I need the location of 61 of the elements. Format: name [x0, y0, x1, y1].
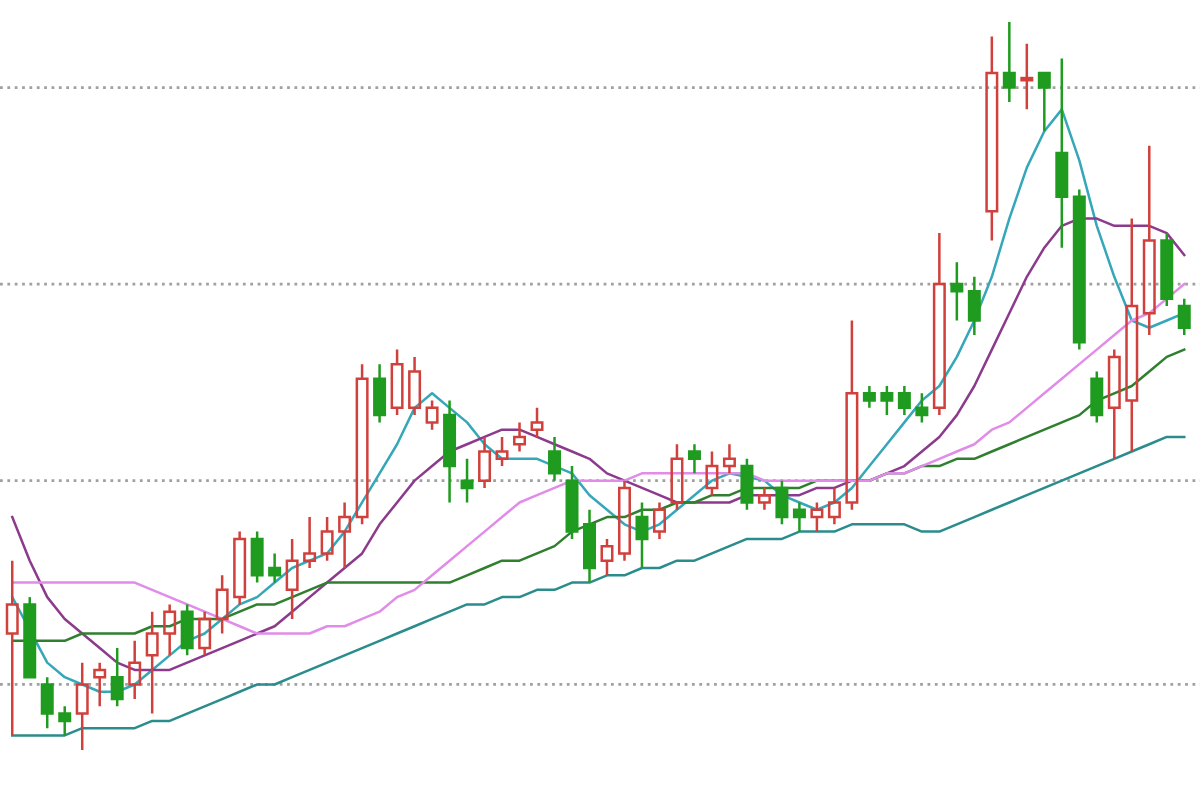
candlestick	[1072, 188, 1086, 351]
candlestick	[583, 508, 596, 584]
candlestick	[600, 537, 614, 577]
candlestick	[355, 362, 369, 526]
candlestick	[495, 435, 509, 468]
candlestick	[1142, 144, 1156, 337]
candlestick	[915, 392, 929, 424]
candlestick	[338, 501, 352, 570]
candlestick	[215, 574, 229, 635]
candlestick	[443, 399, 457, 504]
candlestick	[75, 661, 89, 752]
candlestick	[967, 275, 981, 337]
candlestick	[1020, 42, 1034, 111]
candlestick	[862, 384, 876, 410]
candlestick	[705, 450, 719, 497]
candlestick	[303, 515, 317, 570]
candlestick	[285, 537, 299, 621]
candlestick	[478, 435, 492, 490]
candlestick	[1055, 57, 1069, 249]
candlestick	[198, 610, 212, 657]
candlestick	[845, 319, 859, 512]
candlestick	[145, 610, 159, 715]
candlestick	[23, 595, 37, 679]
candlestick	[1107, 348, 1121, 461]
candlestick	[792, 501, 806, 533]
candlestick	[460, 457, 474, 504]
candlestick	[670, 442, 684, 512]
candlestick	[163, 603, 177, 657]
candlestick	[565, 464, 579, 541]
candlestick	[408, 355, 422, 417]
candlestick	[950, 260, 964, 322]
candlestick	[1037, 71, 1051, 133]
candlestick	[233, 530, 247, 606]
candlestick	[58, 705, 72, 737]
candlestick	[390, 348, 404, 417]
candlestick	[268, 552, 282, 584]
candlestick	[810, 501, 824, 533]
candlestick	[985, 35, 999, 242]
candlestick	[617, 479, 631, 562]
candlestick	[635, 501, 649, 570]
candlestick	[513, 421, 527, 453]
candlestick	[93, 661, 107, 708]
candlestick	[757, 486, 771, 512]
candlestick	[110, 646, 124, 708]
candlestick	[722, 442, 736, 475]
candlestick	[5, 559, 19, 737]
candlestick	[320, 515, 334, 562]
candlestick	[880, 384, 894, 417]
candlestick	[1177, 297, 1191, 337]
candlestick	[687, 442, 701, 475]
candlestick	[373, 362, 387, 424]
candlestick	[932, 231, 946, 417]
candlestick	[1002, 20, 1016, 104]
candlestick	[548, 435, 562, 482]
candlestick	[40, 675, 54, 730]
candlestick	[1125, 217, 1139, 453]
candlestick	[827, 486, 841, 526]
candlestick	[897, 384, 911, 417]
candlestick	[128, 639, 142, 701]
candlestick	[530, 406, 544, 439]
candlestick	[652, 501, 666, 541]
